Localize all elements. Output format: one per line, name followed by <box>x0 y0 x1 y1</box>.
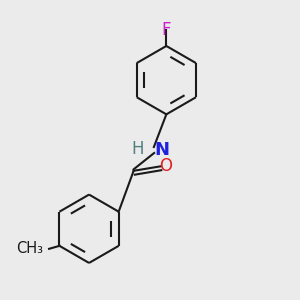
Text: F: F <box>162 21 171 39</box>
Text: CH₃: CH₃ <box>16 241 43 256</box>
Text: N: N <box>155 141 170 159</box>
Text: H: H <box>132 140 144 158</box>
Text: O: O <box>159 157 172 175</box>
